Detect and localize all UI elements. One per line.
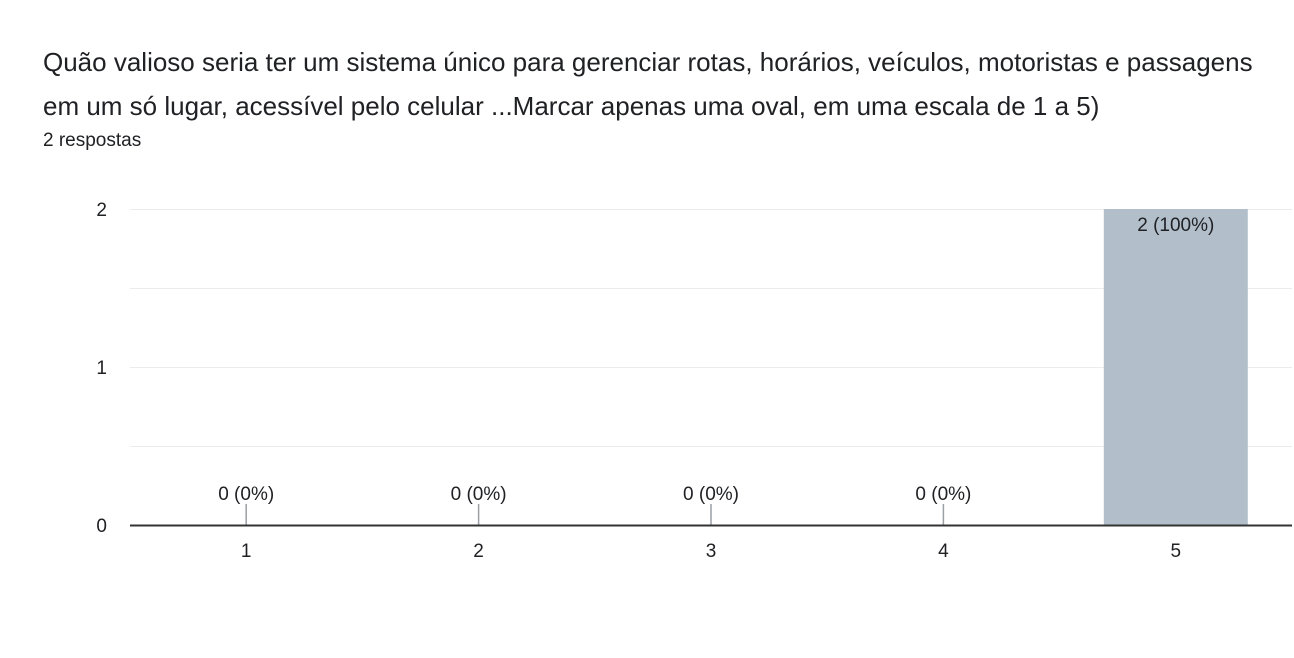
- y-tick-label: 1: [96, 358, 107, 379]
- bar-5: [1103, 209, 1248, 525]
- data-label-2: 0 (0%): [451, 484, 507, 505]
- response-count: 2 respostas: [43, 130, 142, 151]
- axes: 0 1 2 1 2 3 4 5: [96, 200, 1292, 562]
- data-label-5: 2 (100%): [1137, 215, 1214, 236]
- x-tick-label-3: 3: [706, 541, 717, 562]
- data-label-1: 0 (0%): [218, 484, 274, 505]
- x-tick-label-4: 4: [938, 541, 949, 562]
- data-labels: 0 (0%) 0 (0%) 0 (0%) 0 (0%) 2 (100%): [218, 215, 1214, 505]
- gridlines: [130, 209, 1292, 447]
- data-label-4: 0 (0%): [915, 484, 971, 505]
- data-label-3: 0 (0%): [683, 484, 739, 505]
- y-tick-label: 2: [96, 200, 107, 221]
- x-tick-label-5: 5: [1171, 541, 1182, 562]
- x-tick-label-2: 2: [473, 541, 484, 562]
- question-title: Quão valioso seria ter um sistema único …: [43, 47, 1253, 121]
- y-tick-label: 0: [96, 516, 107, 537]
- bars: [245, 209, 1248, 525]
- x-tick-label-1: 1: [241, 541, 252, 562]
